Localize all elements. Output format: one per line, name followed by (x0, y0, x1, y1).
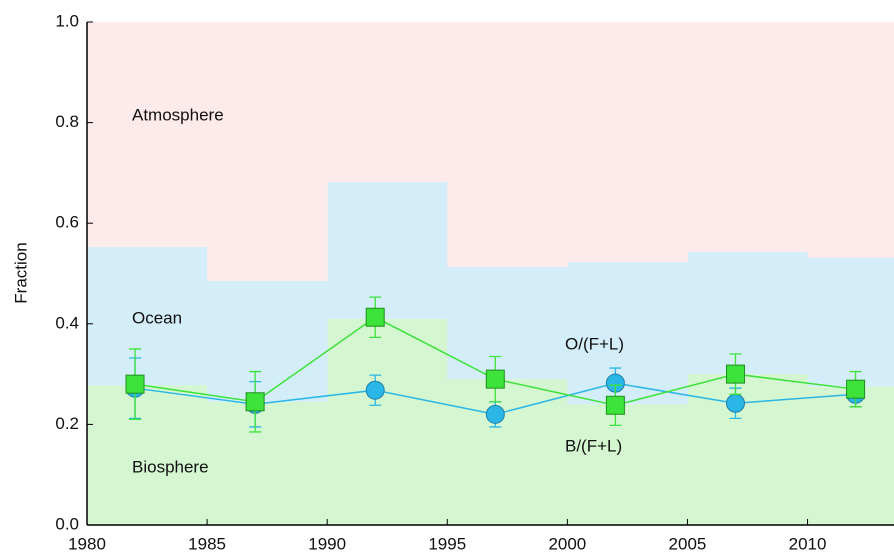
area-block (87, 22, 208, 247)
y-tick-label: 0.0 (55, 514, 79, 533)
annotation: B/(F+L) (565, 436, 622, 455)
square-marker (485, 369, 505, 389)
circle-marker (725, 393, 745, 413)
circle-marker (485, 404, 505, 424)
area-block (687, 251, 809, 375)
x-tick-label: 2010 (789, 534, 827, 553)
area-block (447, 266, 568, 380)
area-block (207, 281, 328, 402)
x-tick-label: 1995 (428, 534, 466, 553)
area-block (207, 22, 328, 282)
area-block (567, 404, 688, 525)
area-block (327, 22, 448, 182)
area-block (327, 318, 448, 525)
square-marker (846, 379, 866, 399)
area-block (87, 246, 208, 386)
square-marker (725, 364, 745, 384)
area-block (807, 386, 894, 525)
square-marker (245, 392, 265, 412)
y-tick-label: 1.0 (55, 11, 79, 30)
area-block (327, 181, 448, 319)
y-tick-label: 0.2 (55, 414, 79, 433)
area-block (807, 257, 894, 387)
y-tick-label: 0.8 (55, 112, 79, 131)
region-label: Ocean (132, 308, 182, 327)
x-tick-label: 1990 (308, 534, 346, 553)
area-block (447, 22, 568, 267)
x-tick-label: 1985 (188, 534, 226, 553)
y-tick-label: 0.6 (55, 213, 79, 232)
area-block (87, 385, 208, 525)
x-tick-label: 2000 (548, 534, 586, 553)
y-tick-label: 0.4 (55, 313, 79, 332)
annotation: O/(F+L) (565, 334, 624, 353)
circle-marker (365, 380, 385, 400)
area-block (687, 374, 809, 525)
area-block (447, 379, 568, 525)
area-block (567, 22, 688, 262)
region-label: Biosphere (132, 457, 209, 476)
area-block (207, 401, 328, 525)
square-marker (365, 307, 385, 327)
x-tick-label: 2005 (669, 534, 707, 553)
square-marker (605, 395, 625, 415)
area-block (807, 22, 894, 258)
region-label: Atmosphere (132, 105, 224, 124)
area-block (567, 261, 688, 405)
area-block (687, 22, 809, 252)
square-marker (125, 374, 145, 394)
x-tick-label: 1980 (68, 534, 106, 553)
y-axis-label: Fraction (11, 242, 30, 303)
